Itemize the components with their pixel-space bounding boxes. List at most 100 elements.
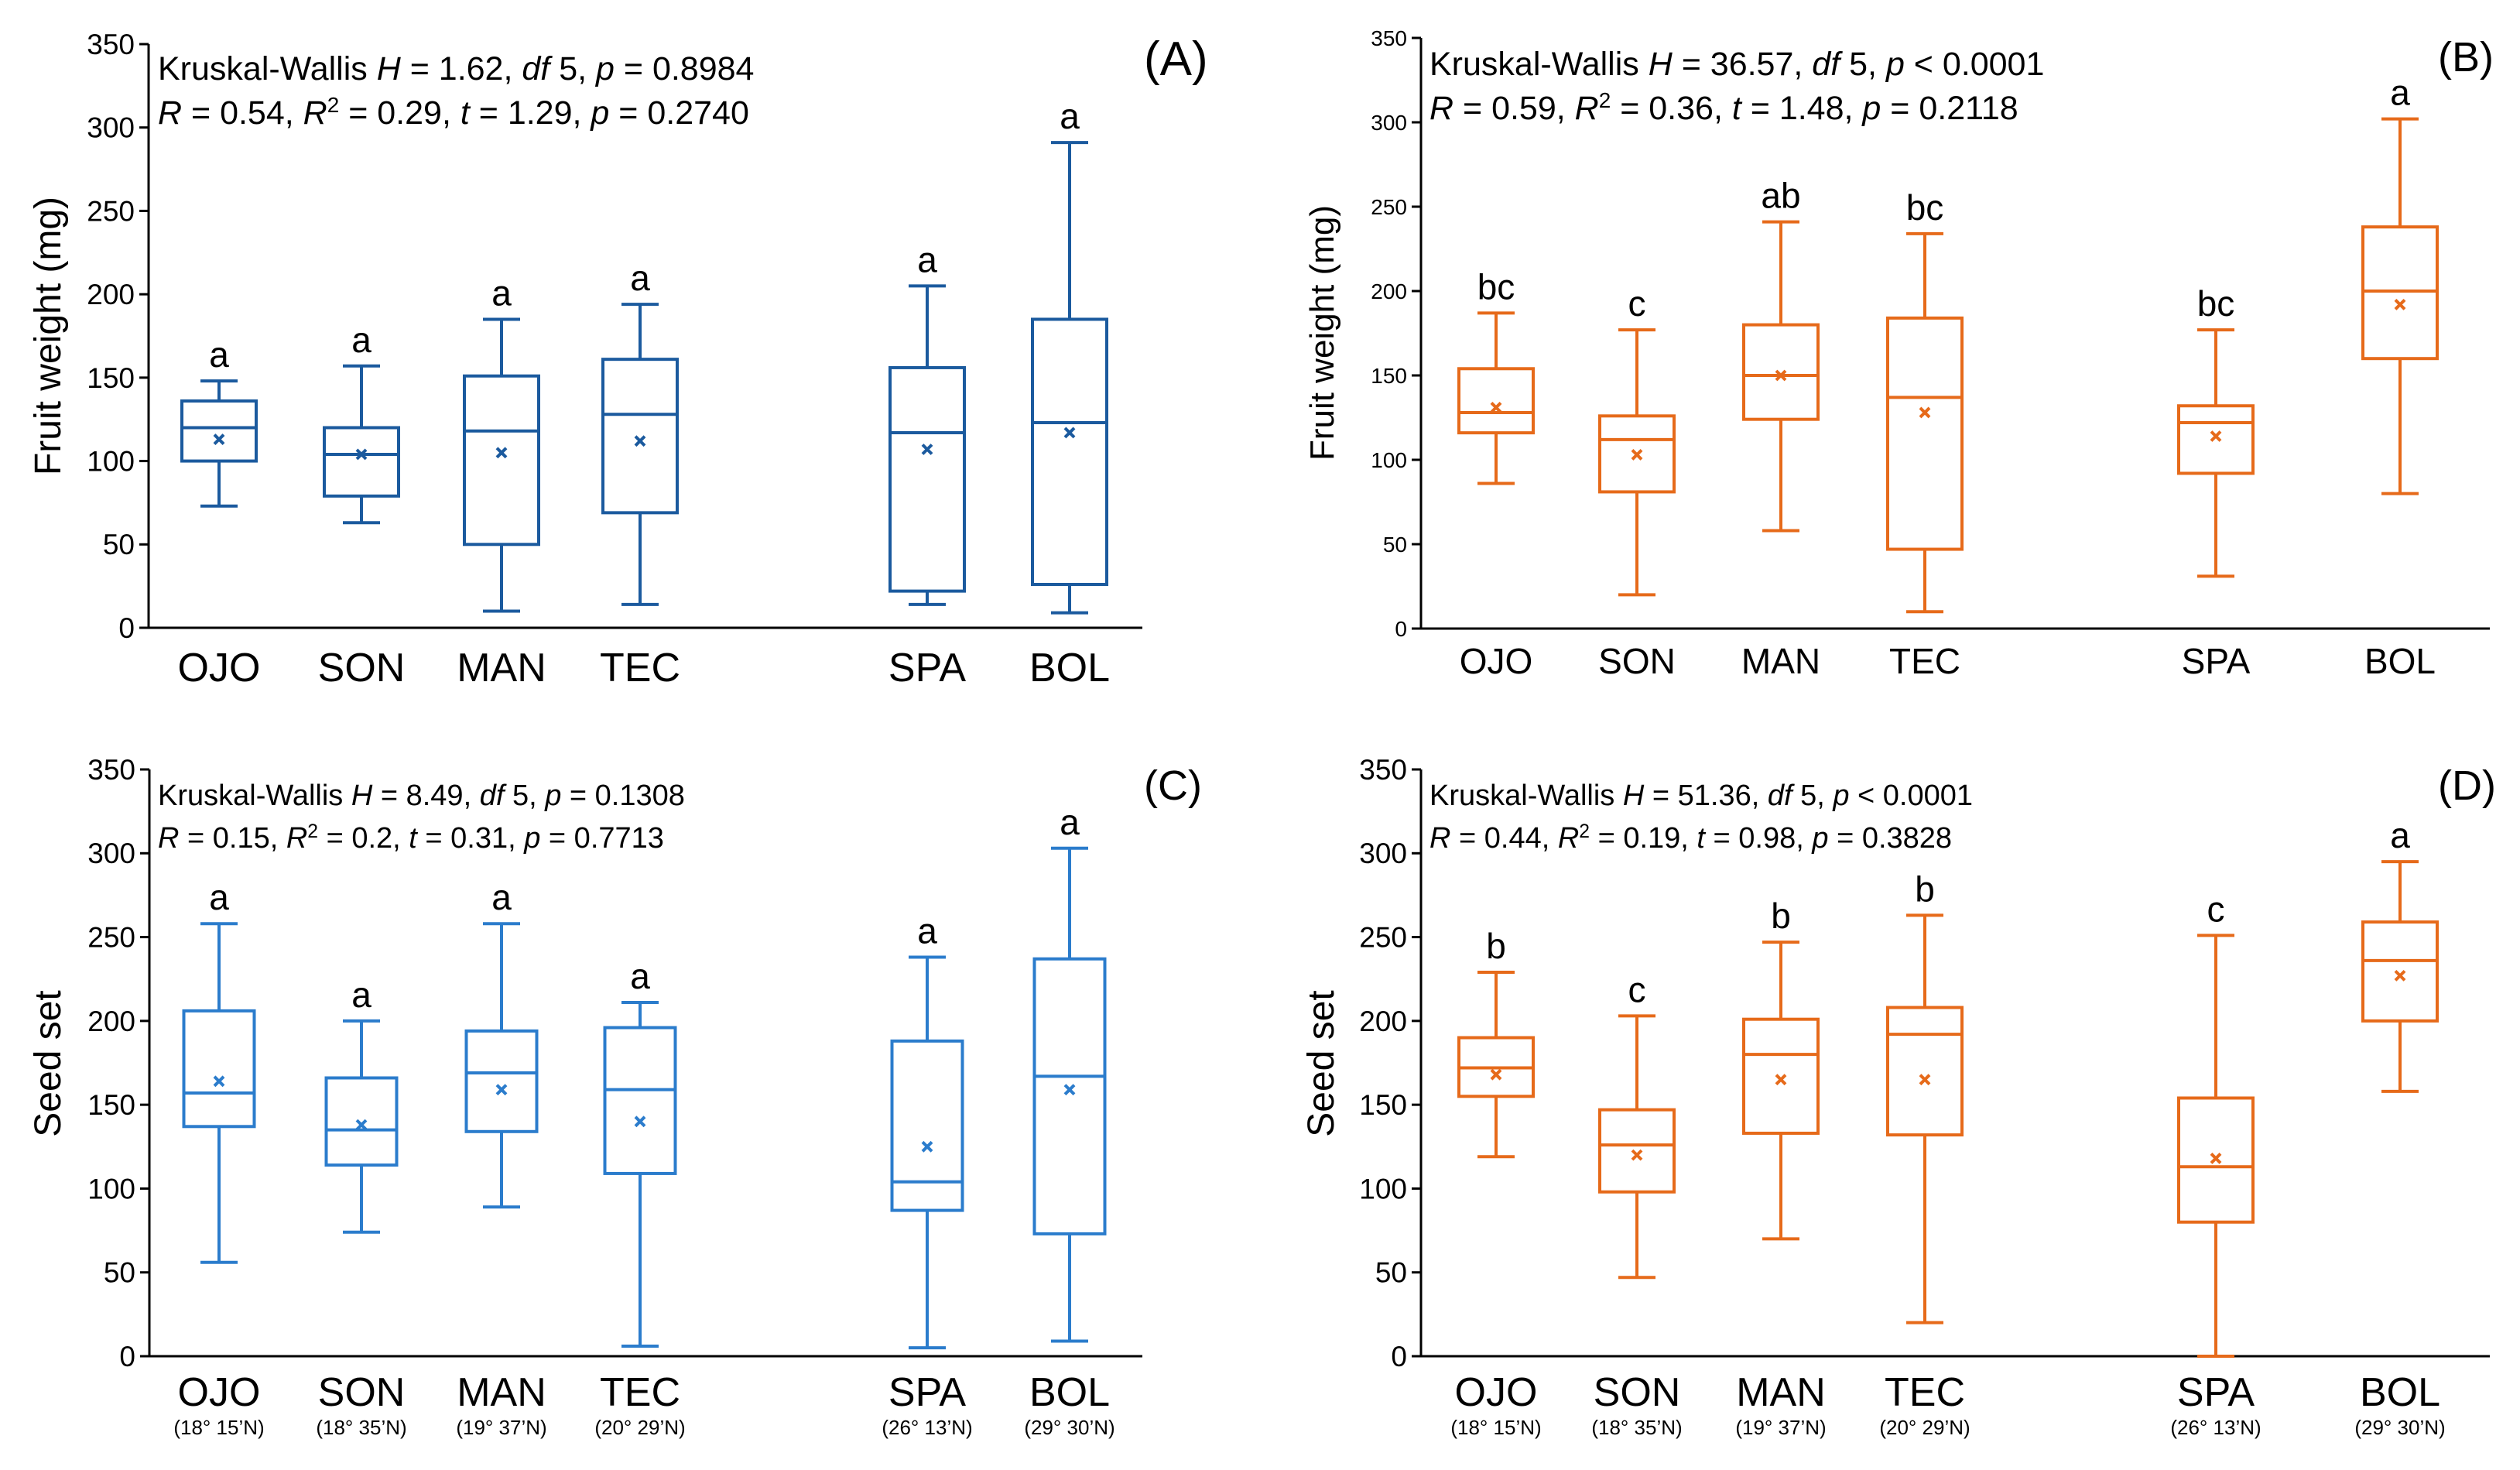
significance-letter: a: [630, 258, 650, 298]
y-tick-label: 100: [1371, 448, 1407, 472]
x-tick-label: OJO: [178, 1370, 261, 1415]
iqr-box: [1886, 316, 1964, 551]
mean-marker: [921, 444, 933, 455]
latitude-label: (18° 15’N): [173, 1416, 264, 1439]
iqr-box: [463, 374, 540, 547]
mean-marker: [1063, 1084, 1076, 1096]
y-tick-label: 350: [1371, 26, 1407, 50]
box-spa: a: [889, 239, 966, 606]
mean-marker: [634, 435, 646, 447]
iqr-box: [1742, 323, 1820, 421]
stats-line-2: R = 0.15, R2 = 0.2, t = 0.31, p = 0.7713: [158, 821, 664, 855]
x-tick-label: SON: [318, 646, 406, 690]
stats-line-1: Kruskal-Wallis H = 51.36, df 5, p < 0.00…: [1429, 780, 1973, 812]
significance-letter: a: [630, 956, 650, 996]
y-tick-label: 100: [87, 1173, 135, 1204]
mean-marker: [921, 1140, 933, 1153]
panel-C: 0 50 100 150 200 250 300 350 Seed set (C) Kruskal-…: [28, 754, 1202, 1439]
latitude-label: (18° 35’N): [316, 1416, 406, 1439]
significance-letter: a: [491, 877, 512, 917]
iqr-box: [603, 1026, 677, 1175]
x-tick-label: MAN: [1741, 641, 1820, 681]
x-tick-label: BOL: [2364, 641, 2436, 681]
significance-letter: b: [1771, 896, 1791, 936]
mean-marker: [1919, 406, 1931, 419]
significance-letter: a: [209, 334, 229, 375]
box-man: ab: [1742, 176, 1820, 533]
significance-letter: c: [1628, 969, 1646, 1009]
box-bol: a: [2361, 73, 2439, 495]
box-bol: a: [1032, 802, 1107, 1343]
latitude-label: (18° 35’N): [1591, 1416, 1682, 1439]
y-tick-label: 150: [87, 1089, 135, 1121]
panel-label: (B): [2438, 34, 2494, 81]
iqr-box: [1886, 1006, 1964, 1137]
panel-label: (D): [2438, 762, 2496, 809]
box-son: c: [1598, 283, 1676, 597]
stats-line-2: R = 0.44, R2 = 0.19, t = 0.98, p = 0.382…: [1429, 821, 1952, 855]
y-tick-label: 100: [87, 446, 135, 478]
significance-letter: bc: [2197, 283, 2235, 324]
y-axis-title: Seed set: [28, 990, 69, 1136]
y-tick-label: 50: [104, 1257, 135, 1289]
significance-letter: c: [1628, 283, 1646, 324]
x-tick-label: BOL: [1029, 1370, 1110, 1415]
significance-letter: b: [1486, 926, 1506, 966]
significance-letter: a: [2390, 815, 2410, 855]
mean-marker: [355, 1119, 368, 1131]
x-tick-label: SPA: [2182, 641, 2251, 681]
significance-letter: a: [917, 239, 937, 279]
x-tick-label: BOL: [1029, 646, 1110, 690]
box-tec: bc: [1886, 187, 1964, 614]
y-tick-label: 200: [1371, 279, 1407, 303]
y-tick-label: 350: [87, 29, 135, 60]
mean-marker: [355, 448, 368, 461]
box-ojo: a: [180, 334, 258, 508]
latitude-label: (18° 15’N): [1450, 1416, 1541, 1439]
box-tec: a: [601, 258, 679, 606]
y-tick-label: 250: [87, 195, 135, 227]
y-tick-label: 200: [1359, 1006, 1407, 1037]
y-tick-label: 0: [118, 612, 135, 644]
latitude-label: (19° 37’N): [1735, 1416, 1826, 1439]
y-tick-label: 50: [1383, 533, 1407, 557]
y-tick-label: 350: [87, 754, 135, 786]
x-tick-label: SPA: [889, 1370, 967, 1415]
iqr-box: [2177, 404, 2255, 475]
iqr-box: [464, 1029, 539, 1133]
iqr-box: [1598, 1108, 1676, 1194]
x-tick-label: TEC: [600, 1370, 680, 1415]
stats-line-2: R = 0.59, R2 = 0.36, t = 1.48, p = 0.211…: [1429, 88, 2018, 128]
y-tick-label: 150: [87, 362, 135, 394]
y-tick-label: 150: [1371, 364, 1407, 388]
mean-marker: [2394, 969, 2406, 982]
x-tick-label: SON: [1598, 641, 1676, 681]
box-son: a: [324, 975, 399, 1234]
latitude-label: (29° 30’N): [2354, 1416, 2445, 1439]
significance-letter: a: [209, 877, 229, 917]
x-tick-label: MAN: [457, 646, 546, 690]
iqr-box: [890, 1039, 964, 1212]
iqr-box: [2361, 920, 2439, 1023]
y-tick-label: 300: [87, 838, 135, 869]
mean-marker: [1490, 1068, 1502, 1081]
significance-letter: a: [917, 911, 937, 951]
y-tick-label: 300: [1359, 838, 1407, 869]
mean-marker: [1490, 402, 1502, 413]
box-bol: a: [2361, 815, 2439, 1093]
x-tick-label: SON: [318, 1370, 406, 1415]
x-tick-label: TEC: [1889, 641, 1960, 681]
iqr-box: [323, 426, 400, 498]
iqr-box: [324, 1076, 399, 1167]
significance-letter: ab: [1761, 176, 1800, 216]
panel-label: (A): [1144, 33, 1208, 86]
latitude-label: (19° 37’N): [456, 1416, 546, 1439]
y-tick-label: 200: [87, 1006, 135, 1037]
mean-marker: [1775, 369, 1787, 382]
significance-letter: bc: [1906, 187, 1944, 228]
stats-line-1: Kruskal-Wallis H = 8.49, df 5, p = 0.130…: [158, 780, 685, 812]
box-ojo: a: [182, 877, 256, 1264]
significance-letter: bc: [1477, 266, 1515, 307]
significance-letter: a: [351, 975, 371, 1015]
